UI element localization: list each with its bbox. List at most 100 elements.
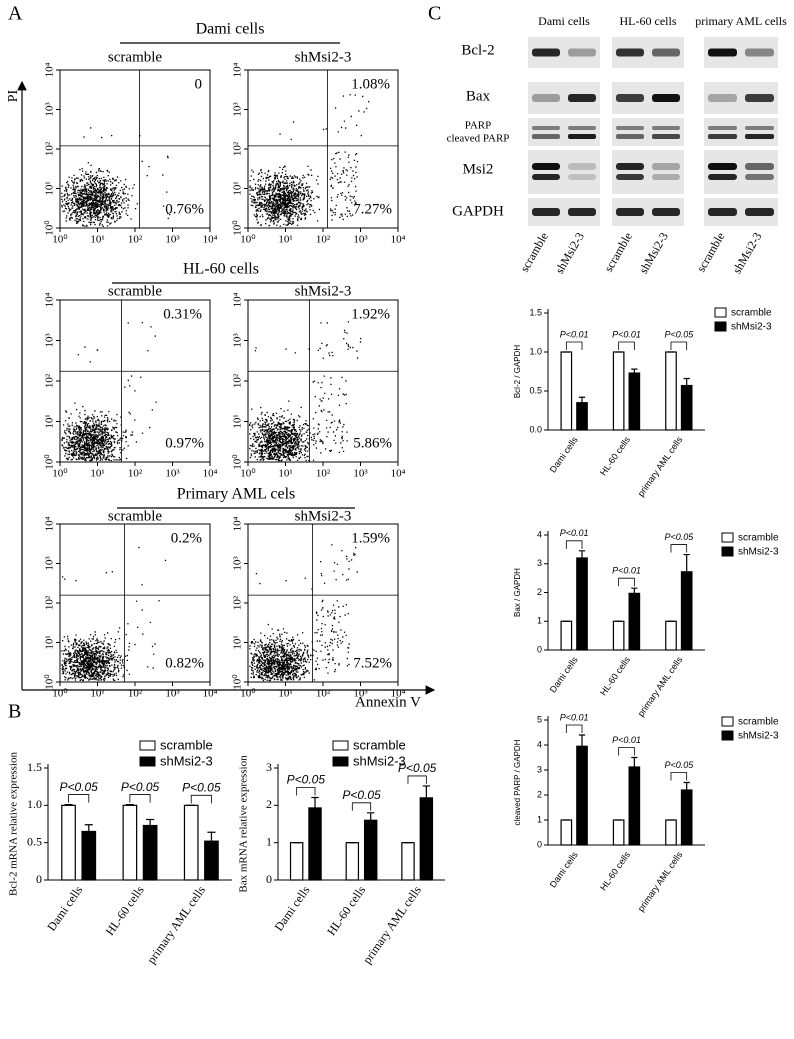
bar bbox=[612, 351, 625, 431]
bar bbox=[628, 372, 641, 431]
blot-strip bbox=[612, 150, 684, 194]
x-tick-label: 10¹ bbox=[278, 688, 292, 700]
significance-bracket bbox=[296, 787, 316, 796]
bar bbox=[560, 620, 573, 651]
bar bbox=[665, 351, 677, 431]
blot-band bbox=[745, 126, 774, 130]
blot-band bbox=[616, 48, 644, 57]
bar bbox=[680, 789, 693, 846]
blot-band bbox=[745, 208, 774, 216]
y-tick-label: 3 bbox=[537, 764, 542, 774]
p-value: P<0.05 bbox=[664, 532, 694, 542]
blot-band bbox=[745, 174, 774, 180]
y-tick-label: 10³ bbox=[232, 556, 244, 571]
y-tick-label: 0.5 bbox=[529, 385, 542, 395]
event-dots bbox=[249, 321, 362, 462]
y-tick-label: 10³ bbox=[44, 333, 56, 348]
blot-band bbox=[568, 126, 596, 130]
legend-swatch bbox=[139, 756, 156, 767]
plot-label: scramble bbox=[108, 508, 162, 524]
error-bar bbox=[84, 824, 93, 832]
significance-bracket bbox=[670, 544, 688, 553]
blot-band bbox=[652, 208, 680, 216]
lower-right-percent: 7.52% bbox=[353, 655, 392, 671]
blot-group-label: Dami cells bbox=[538, 14, 590, 28]
blot-row-label: Msi2 bbox=[463, 161, 494, 177]
x-tick-label: 10⁰ bbox=[52, 468, 68, 480]
legend-label: scramble bbox=[731, 308, 772, 319]
y-tick-label: 10¹ bbox=[232, 181, 244, 195]
plot-label: scramble bbox=[108, 49, 162, 65]
blot-band bbox=[745, 94, 774, 102]
legend-label: shMsi2-3 bbox=[738, 731, 779, 742]
upper-right-percent: 0.31% bbox=[163, 306, 202, 322]
y-tick-label: 4 bbox=[537, 739, 542, 749]
blot-row-label: PARP bbox=[465, 120, 492, 132]
x-tick-label: 10¹ bbox=[278, 468, 292, 480]
legend-swatch bbox=[332, 756, 349, 767]
upper-right-percent: 0 bbox=[195, 76, 203, 92]
bar bbox=[612, 620, 625, 651]
significance-bracket bbox=[565, 540, 583, 549]
bar bbox=[122, 804, 138, 881]
y-tick-label: 0 bbox=[537, 839, 542, 849]
legend-swatch bbox=[332, 740, 349, 751]
pi-label: PI bbox=[6, 89, 21, 102]
lower-right-percent: 0.97% bbox=[165, 435, 204, 451]
error-bar bbox=[683, 781, 690, 790]
y-tick-label: 10³ bbox=[44, 556, 56, 571]
blot-row-label: cleaved PARP bbox=[447, 133, 510, 145]
bar bbox=[576, 557, 588, 651]
blot-band bbox=[652, 174, 680, 180]
error-bar bbox=[683, 377, 690, 386]
blot-band bbox=[532, 163, 560, 170]
p-value: P<0.01 bbox=[612, 566, 641, 576]
x-tick-label: 10² bbox=[316, 688, 331, 700]
blot-band bbox=[532, 174, 560, 180]
bar bbox=[628, 592, 641, 651]
error-bar bbox=[683, 553, 690, 572]
y-tick-label: 10² bbox=[44, 595, 56, 610]
y-tick-label: 2 bbox=[266, 797, 272, 811]
y-tick-label: 10⁴ bbox=[44, 62, 56, 77]
bar bbox=[612, 819, 625, 846]
y-tick-label: 0.0 bbox=[529, 424, 542, 434]
blot-band bbox=[708, 134, 737, 139]
p-value: P<0.05 bbox=[398, 761, 437, 775]
lower-right-percent: 5.86% bbox=[353, 435, 392, 451]
blot-band bbox=[708, 163, 737, 170]
blot-strip bbox=[704, 150, 778, 194]
y-tick-label: 10¹ bbox=[44, 635, 56, 649]
blot-band bbox=[745, 134, 774, 139]
x-tick-label: 10⁰ bbox=[52, 234, 68, 246]
legend-swatch bbox=[721, 716, 734, 727]
significance-bracket bbox=[68, 794, 90, 803]
y-tick-label: 1 bbox=[266, 834, 272, 848]
x-tick-label: 10⁴ bbox=[203, 234, 218, 246]
event-dots bbox=[61, 546, 167, 682]
blot-band bbox=[745, 48, 774, 57]
bar bbox=[665, 620, 677, 651]
y-tick-label: 10⁰ bbox=[44, 220, 56, 236]
legend-swatch bbox=[721, 546, 734, 557]
blot-strip bbox=[528, 118, 600, 146]
p-value: P<0.05 bbox=[59, 780, 98, 794]
legend-swatch bbox=[139, 740, 156, 751]
x-tick-label: 10⁰ bbox=[52, 688, 68, 700]
p-value: P<0.05 bbox=[664, 329, 694, 339]
x-tick-label: 10³ bbox=[165, 468, 180, 480]
x-tick-label: 10³ bbox=[165, 688, 180, 700]
y-tick-label: 1.5 bbox=[27, 760, 42, 774]
y-tick-label: 0 bbox=[266, 872, 272, 886]
y-axis-label: Bcl-2 / GAPDH bbox=[513, 345, 522, 399]
y-tick-label: 2 bbox=[537, 789, 542, 799]
y-tick-label: 3 bbox=[266, 760, 272, 774]
y-tick-label: 10² bbox=[232, 141, 244, 156]
bar bbox=[680, 384, 693, 431]
bar bbox=[345, 842, 360, 881]
lower-right-percent: 0.76% bbox=[165, 201, 204, 217]
significance-bracket bbox=[670, 341, 688, 350]
p-value: P<0.05 bbox=[287, 773, 326, 787]
legend-label: shMsi2-3 bbox=[731, 322, 772, 333]
error-bar bbox=[311, 796, 319, 808]
